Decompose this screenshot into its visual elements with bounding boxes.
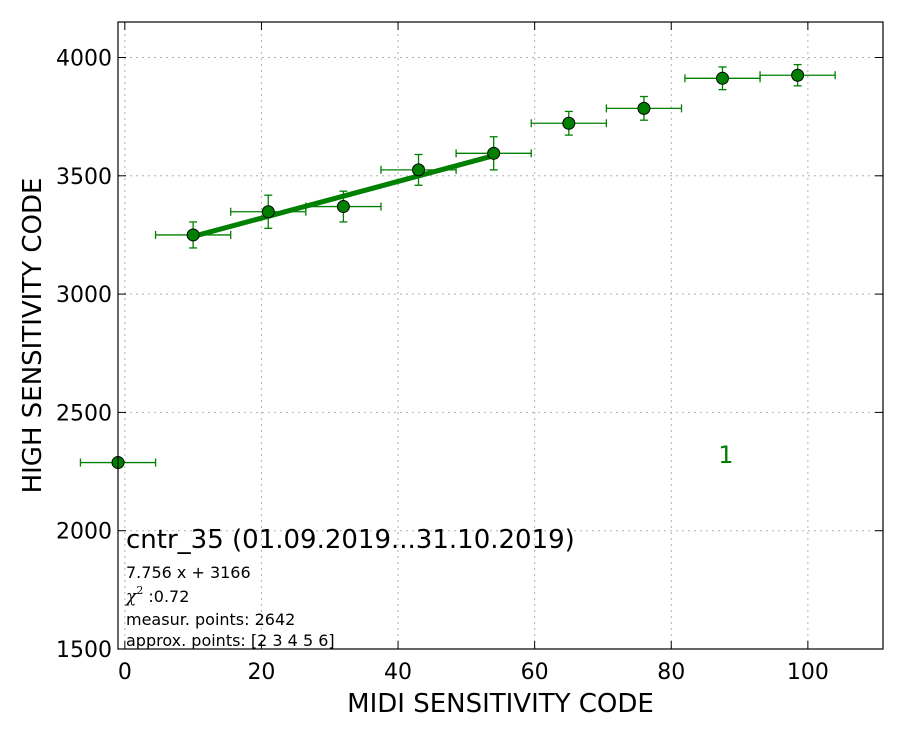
annotation-chi-squared: χ2 :0.72 — [125, 584, 189, 607]
point-marker — [186, 228, 200, 242]
plot-frame — [117, 21, 884, 650]
annotation-block: cntr_35 (01.09.2019...31.10.2019) 7.756 … — [125, 525, 575, 650]
series-label: 1 — [718, 441, 733, 469]
point-marker — [336, 200, 350, 214]
y-tick-label: 3500 — [56, 165, 112, 190]
y-tick-label: 1500 — [56, 638, 112, 663]
annotation-approx-points: approx. points: [2 3 4 5 6] — [126, 631, 335, 650]
point-marker — [412, 163, 426, 177]
axis-ticks: 0 20 40 60 80 100 1500 2000 2500 3000 3500 4000 — [56, 22, 883, 685]
point-marker — [261, 205, 275, 219]
data-point — [759, 63, 836, 87]
x-tick-label: 20 — [247, 660, 275, 685]
data-point — [380, 153, 457, 186]
annotation-measur-points: measur. points: 2642 — [126, 610, 295, 629]
data-point — [154, 221, 232, 249]
x-tick-label: 100 — [787, 660, 829, 685]
x-tick-label: 60 — [521, 660, 549, 685]
point-marker — [562, 116, 576, 130]
y-tick-label: 4000 — [56, 46, 112, 71]
y-tick-label: 2500 — [56, 401, 112, 426]
x-tick-label: 0 — [118, 660, 132, 685]
data-point — [605, 95, 683, 121]
point-marker — [637, 101, 651, 115]
annotation-title: cntr_35 (01.09.2019...31.10.2019) — [126, 525, 575, 555]
chi-superscript: 2 — [136, 584, 143, 597]
x-axis-label: MIDI SENSITIVITY CODE — [347, 689, 654, 719]
point-marker — [715, 71, 729, 85]
point-marker — [487, 146, 501, 160]
data-point — [455, 136, 532, 171]
y-tick-label: 3000 — [56, 283, 112, 308]
data-point — [305, 190, 382, 223]
x-tick-label: 40 — [384, 660, 412, 685]
data-point — [530, 110, 608, 136]
point-marker — [791, 68, 805, 82]
data-point — [684, 66, 761, 91]
annotation-equation: 7.756 x + 3166 — [126, 563, 251, 582]
y-axis-label: HIGH SENSITIVITY CODE — [18, 178, 48, 494]
chi-value: :0.72 — [143, 587, 189, 606]
data-points — [79, 63, 836, 470]
data-point — [230, 194, 307, 229]
y-tick-label: 2000 — [56, 520, 112, 545]
x-tick-label: 80 — [657, 660, 685, 685]
chi-symbol: χ — [125, 587, 138, 607]
